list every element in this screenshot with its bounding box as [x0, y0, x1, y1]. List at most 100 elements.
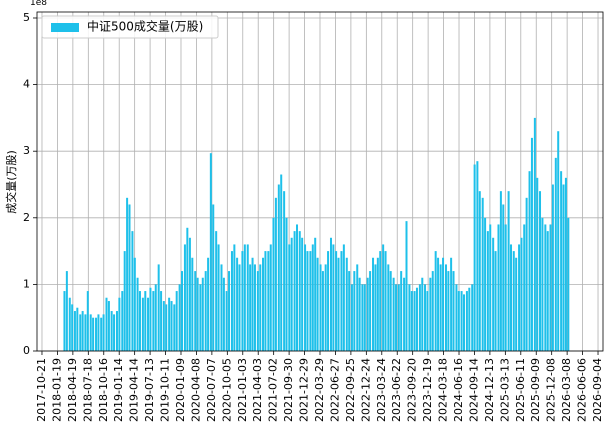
x-tick-label: 2025-06-11: [514, 358, 527, 422]
x-tick-label: 2026-09-04: [591, 358, 604, 422]
bar: [157, 264, 160, 351]
x-tick-label: 2018-07-18: [81, 358, 94, 422]
bar: [194, 271, 197, 351]
bar: [450, 257, 453, 351]
bar: [342, 244, 345, 351]
bar: [408, 284, 411, 351]
bar: [389, 271, 392, 351]
bar: [264, 251, 267, 351]
bar: [539, 191, 542, 351]
bar: [290, 237, 293, 351]
bar: [136, 277, 139, 351]
bar: [154, 284, 157, 351]
bar: [465, 291, 468, 351]
bar: [262, 257, 265, 351]
x-tick-label: 2021-01-03: [236, 358, 249, 422]
bar: [63, 291, 66, 351]
bar: [225, 291, 228, 351]
x-tick-label: 2022-06-27: [328, 358, 341, 422]
bar: [376, 257, 379, 351]
bar: [89, 314, 92, 351]
bar: [410, 291, 413, 351]
bar: [564, 177, 567, 351]
bar: [178, 284, 181, 351]
y-tick-label: 0: [23, 344, 30, 357]
x-tick-label: 2025-03-13: [498, 358, 511, 422]
x-tick-label: 2023-06-22: [390, 358, 403, 422]
bar: [309, 251, 312, 351]
x-tick-label: 2024-12-13: [483, 358, 496, 422]
bar: [147, 297, 150, 351]
x-tick-label: 2022-09-25: [344, 358, 357, 422]
bar: [551, 184, 554, 351]
bar: [207, 257, 210, 351]
bar: [298, 231, 301, 351]
bar: [68, 297, 71, 351]
bar: [288, 244, 291, 351]
x-tick-label: 2017-10-21: [35, 358, 48, 422]
bar: [285, 217, 288, 351]
x-tick-label: 2020-04-08: [189, 358, 202, 422]
bar: [361, 284, 364, 351]
bar: [186, 227, 189, 351]
bar: [110, 311, 113, 351]
bar: [434, 251, 437, 351]
bar: [115, 311, 118, 351]
x-tick-label: 2019-10-11: [159, 358, 172, 422]
bar: [165, 304, 168, 351]
bar: [395, 284, 398, 351]
bar: [280, 174, 283, 351]
bar: [100, 317, 103, 351]
x-tick-label: 2026-03-08: [560, 358, 573, 422]
bar: [149, 287, 152, 351]
bar: [238, 264, 241, 351]
bar: [314, 237, 317, 351]
y-tick-label: 5: [23, 11, 30, 24]
y-tick-label: 1: [23, 277, 30, 290]
x-tick-label: 2020-07-07: [205, 358, 218, 422]
bar: [397, 284, 400, 351]
x-tick-label: 2018-04-19: [66, 358, 79, 422]
bar: [374, 264, 377, 351]
y-tick-label: 4: [23, 78, 30, 91]
bar: [105, 297, 108, 351]
bar: [220, 264, 223, 351]
bar: [170, 301, 173, 351]
x-tick-label: 2025-12-08: [545, 358, 558, 422]
bar: [520, 237, 523, 351]
bar: [460, 291, 463, 351]
offset-label: 1e8: [30, 0, 47, 8]
x-tick-label: 2026-06-06: [576, 358, 589, 422]
bar: [471, 284, 474, 351]
bar: [413, 291, 416, 351]
bar: [462, 294, 465, 351]
y-tick-label: 2: [23, 211, 30, 224]
legend-box: [41, 15, 219, 39]
bar: [228, 271, 231, 351]
bar: [160, 291, 163, 351]
bar: [222, 277, 225, 351]
bar: [363, 284, 366, 351]
bar: [512, 251, 515, 351]
bar: [484, 217, 487, 351]
bar: [497, 224, 500, 351]
bar: [133, 257, 136, 351]
bar: [144, 291, 147, 351]
bar: [196, 277, 199, 351]
bar: [246, 244, 249, 351]
bar: [444, 264, 447, 351]
bar: [523, 224, 526, 351]
bar: [418, 284, 421, 351]
legend-label: 中证500成交量(万股): [87, 19, 203, 34]
bar: [567, 217, 570, 351]
x-tick-label: 2018-01-19: [50, 358, 63, 422]
bar: [492, 237, 495, 351]
bar: [131, 231, 134, 351]
bar: [442, 257, 445, 351]
bar: [324, 264, 327, 351]
x-tick-label: 2022-03-29: [313, 358, 326, 422]
bar: [162, 301, 165, 351]
bar: [353, 271, 356, 351]
bar: [319, 264, 322, 351]
